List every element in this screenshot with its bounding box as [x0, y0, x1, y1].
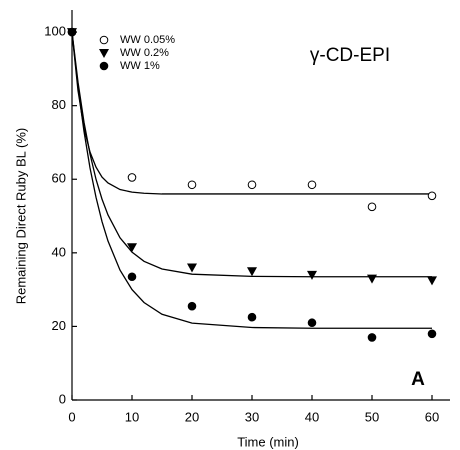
panel-label: A: [411, 369, 425, 390]
marker: [187, 180, 197, 190]
y-tick-label: 40: [52, 244, 66, 259]
legend-marker: [99, 35, 109, 45]
chart-title: γ-CD-EPI: [310, 45, 390, 66]
x-tick-label: 20: [185, 409, 199, 424]
marker: [127, 272, 137, 282]
marker: [187, 301, 197, 311]
marker: [367, 274, 377, 284]
marker: [67, 27, 77, 37]
marker: [127, 173, 137, 182]
marker: [127, 243, 137, 253]
legend-label: WW 0.05%: [120, 34, 175, 46]
y-tick-label: 20: [52, 318, 66, 333]
x-tick-label: 60: [425, 409, 439, 424]
marker: [427, 276, 437, 286]
y-axis-label: Remaining Direct Ruby BL (%): [13, 128, 28, 305]
y-tick-label: 60: [52, 171, 66, 186]
marker: [247, 312, 257, 322]
x-tick-label: 40: [305, 409, 319, 424]
fit-curve: [71, 32, 432, 329]
marker: [367, 202, 377, 212]
x-tick-label: 50: [365, 409, 379, 424]
marker: [307, 270, 317, 280]
x-tick-label: 0: [68, 409, 75, 424]
marker: [247, 267, 257, 277]
marker: [307, 318, 317, 328]
legend-marker: [99, 49, 109, 58]
x-axis-label: Time (min): [237, 434, 299, 449]
legend-label: WW 0.2%: [120, 47, 169, 59]
legend-marker: [99, 61, 109, 71]
y-tick-label: 80: [52, 97, 66, 112]
fit-curve: [71, 31, 432, 278]
y-tick-label: 0: [59, 391, 66, 406]
y-tick-label: 100: [44, 24, 66, 39]
marker: [427, 191, 437, 201]
x-tick-label: 10: [125, 409, 139, 424]
marker: [247, 180, 257, 190]
marker: [427, 329, 437, 339]
x-tick-label: 30: [245, 409, 259, 424]
marker: [187, 263, 197, 273]
marker: [367, 333, 377, 342]
marker: [307, 180, 317, 190]
legend-label: WW 1%: [120, 60, 160, 72]
